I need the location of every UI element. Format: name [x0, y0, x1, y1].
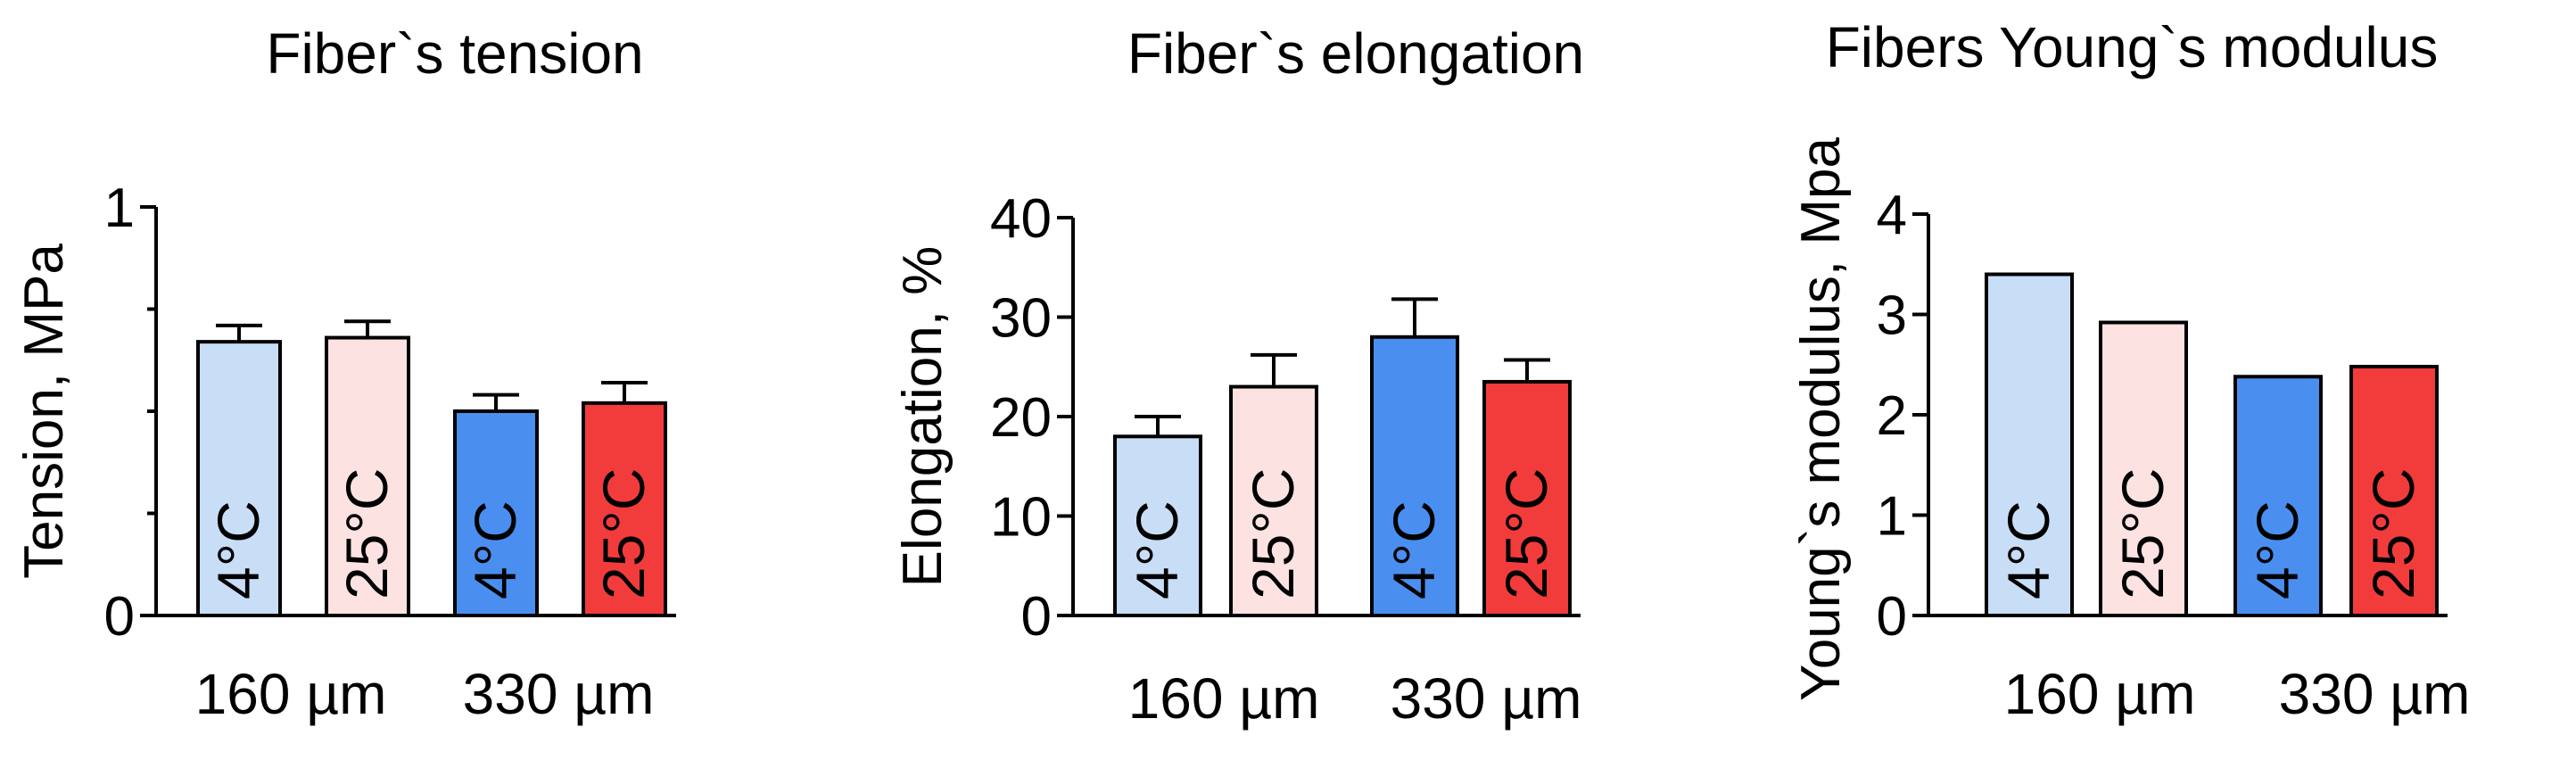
- bar-4: [582, 401, 667, 617]
- bar-label: 4°C: [2244, 500, 2310, 599]
- chart-title: Fibers Young`s modulus: [1826, 15, 2439, 79]
- bar-2: [325, 335, 410, 617]
- bar-1: [1985, 272, 2074, 617]
- y-tick-label: 1: [1877, 486, 1907, 548]
- bar-4: [1482, 379, 1572, 617]
- bar-label: 4°C: [1124, 500, 1190, 599]
- bar-label: 25°C: [1240, 468, 1306, 599]
- y-tick-label: 4: [1877, 185, 1907, 246]
- y-tick-label: 30: [990, 288, 1052, 350]
- bar-label: 25°C: [334, 468, 400, 599]
- group-label: 160 µm: [1128, 666, 1320, 731]
- y-axis-label: Tension, MPa: [13, 244, 75, 579]
- bar-3: [1370, 335, 1459, 617]
- bar-label: 25°C: [2110, 468, 2176, 599]
- bar-3: [2233, 375, 2323, 617]
- bar-label: 4°C: [205, 500, 271, 599]
- y-tick-label: 10: [990, 487, 1052, 549]
- bar-label: 25°C: [1493, 468, 1559, 599]
- y-tick-label: 20: [990, 387, 1052, 449]
- y-tick-label: 40: [990, 188, 1052, 250]
- bar-label: 4°C: [1995, 500, 2061, 599]
- y-axis-label: Elongation, %: [892, 246, 954, 588]
- y-tick-label: 2: [1877, 385, 1907, 447]
- bar-4: [2349, 365, 2439, 617]
- y-tick-label: 1: [104, 178, 135, 239]
- group-label: 330 µm: [1391, 666, 1582, 731]
- chart-title: Fiber`s tension: [266, 21, 643, 86]
- bar-1: [196, 340, 282, 617]
- y-tick-label: 0: [1021, 586, 1052, 648]
- y-axis-label: Young`s modulus, Mpa: [1790, 137, 1852, 701]
- y-tick-label: 3: [1877, 285, 1907, 347]
- bar-label: 25°C: [2360, 468, 2426, 599]
- bar-label: 4°C: [1381, 500, 1447, 599]
- bar-label: 4°C: [462, 500, 528, 599]
- bar-label: 25°C: [590, 468, 656, 599]
- bar-2: [2099, 320, 2188, 617]
- chart-title: Fiber`s elongation: [1127, 21, 1584, 86]
- group-label: 160 µm: [2004, 662, 2196, 726]
- y-tick-label: 0: [1877, 586, 1907, 648]
- group-label: 330 µm: [463, 662, 655, 726]
- group-label: 330 µm: [2279, 662, 2471, 726]
- bar-3: [453, 409, 539, 617]
- group-label: 160 µm: [195, 662, 387, 726]
- bar-1: [1113, 434, 1202, 617]
- y-tick-label: 0: [104, 586, 135, 648]
